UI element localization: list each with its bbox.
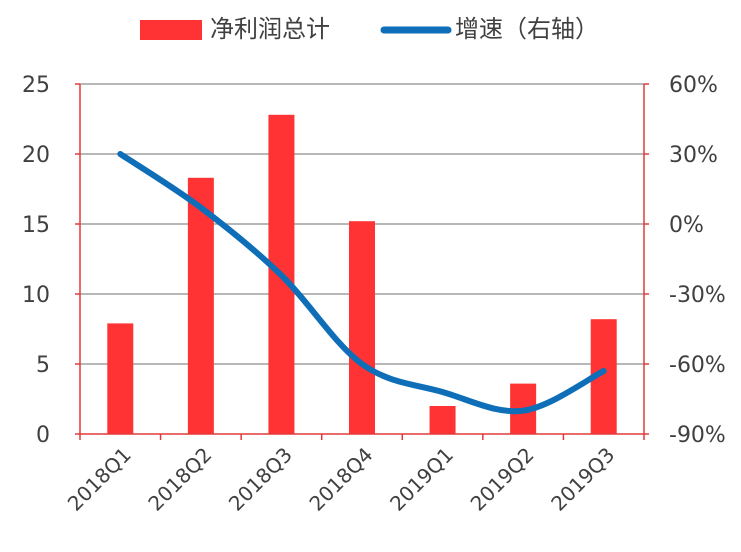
x-axis-ticks: 2018Q1 2018Q2 2018Q3 2018Q4 2019Q1 2019Q2 2019… [63, 443, 620, 516]
bar-2018Q4 [349, 221, 375, 434]
legend-bar-swatch [140, 20, 202, 40]
legend-bar-label: 净利润总计 [210, 15, 330, 43]
left-tick-label: 0 [36, 423, 50, 448]
left-tick-label: 20 [22, 143, 50, 168]
x-tick-label: 2019Q1 [385, 443, 458, 516]
bar-2019Q1 [429, 406, 456, 434]
x-tick-label: 2018Q4 [304, 443, 377, 516]
legend: 净利润总计 增速（右轴） [140, 15, 599, 43]
legend-line-label: 增速（右轴） [455, 15, 599, 43]
axes [75, 83, 649, 440]
x-tick-label: 2018Q3 [224, 443, 297, 516]
x-tick-label: 2018Q2 [143, 443, 216, 516]
x-tick-label: 2019Q2 [466, 443, 539, 516]
right-axis-ticks: -90% -60% -30% 0% 30% 60% [669, 73, 726, 448]
left-tick-label: 25 [22, 73, 50, 98]
x-tick-label: 2018Q1 [63, 443, 136, 516]
right-tick-label: -60% [669, 353, 726, 378]
right-tick-label: 0% [669, 213, 704, 238]
left-tick-label: 15 [22, 213, 50, 238]
bar-2018Q2 [187, 177, 214, 435]
right-tick-label: 60% [669, 73, 718, 98]
line-series [117, 151, 607, 415]
bar-series [107, 114, 617, 435]
left-tick-label: 5 [36, 353, 50, 378]
right-tick-label: -30% [669, 283, 726, 308]
bar-2018Q1 [107, 323, 134, 434]
right-tick-label: -90% [669, 423, 726, 448]
left-axis-ticks: 0 5 10 15 20 25 [22, 73, 50, 448]
x-tick-label: 2019Q3 [546, 443, 619, 516]
left-tick-label: 10 [22, 283, 50, 308]
right-tick-label: 30% [669, 143, 718, 168]
